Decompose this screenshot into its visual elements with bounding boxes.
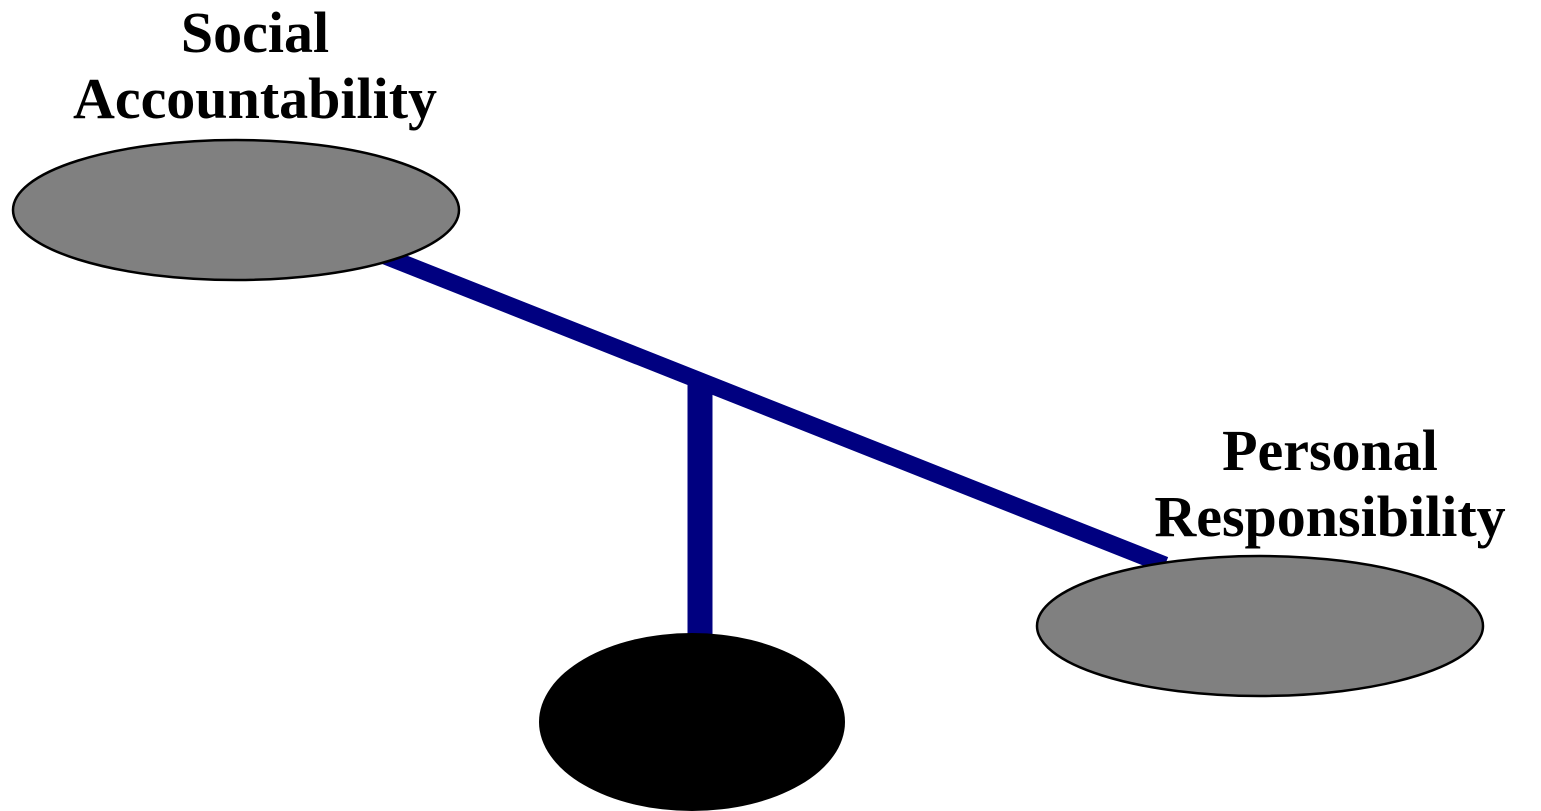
balance-beam (381, 248, 1169, 573)
left-pan (11, 138, 461, 282)
left-label-line1: Social (180, 0, 330, 65)
social-accountability-label: Social Accountability (30, 0, 480, 132)
personal-responsibility-label: Personal Responsibility (1100, 418, 1541, 550)
right-label-line2: Responsibility (1154, 484, 1506, 549)
left-label-line2: Accountability (72, 66, 438, 131)
right-pan (1035, 554, 1485, 698)
right-label-line1: Personal (1222, 418, 1438, 483)
scale-base (539, 633, 845, 811)
